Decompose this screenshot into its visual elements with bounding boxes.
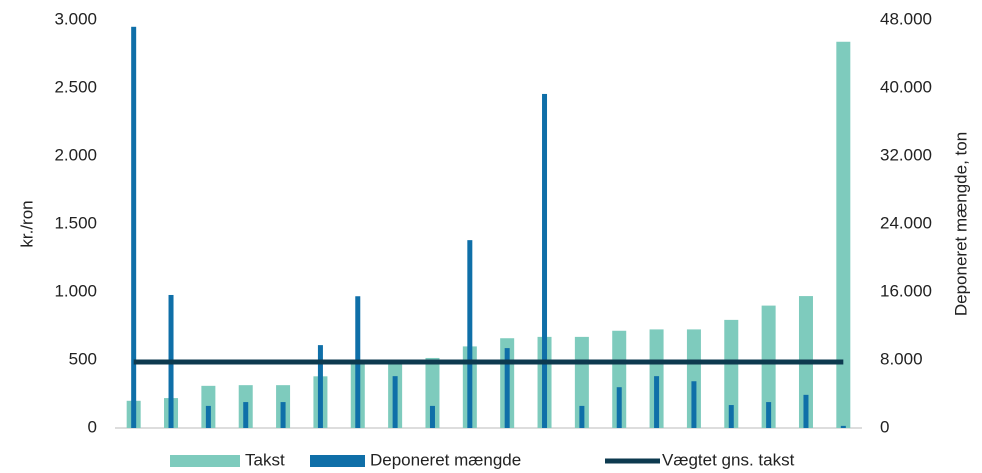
legend-label: Vægtet gns. takst xyxy=(662,450,795,469)
bar xyxy=(691,381,697,428)
y2-axis-label: Deponeret mængde, ton xyxy=(951,132,970,316)
bar xyxy=(467,240,473,428)
legend-swatch xyxy=(310,455,365,467)
bar xyxy=(205,405,211,428)
bar xyxy=(280,402,286,428)
bar xyxy=(425,357,440,428)
bar xyxy=(761,305,776,428)
bar xyxy=(803,394,809,428)
y-tick-label: 1.500 xyxy=(54,213,97,232)
bar xyxy=(686,329,701,428)
y-tick-label: 2.500 xyxy=(54,77,97,96)
y2-tick-label: 8.000 xyxy=(880,349,923,368)
bar xyxy=(429,405,435,428)
bar xyxy=(243,402,249,428)
y-axis-label: kr./ron xyxy=(17,200,36,247)
bar xyxy=(840,425,846,428)
bar xyxy=(612,330,627,428)
y-tick-label: 500 xyxy=(69,349,97,368)
bar xyxy=(728,405,734,428)
y-tick-label: 2.000 xyxy=(54,145,97,164)
bar xyxy=(317,345,323,428)
y2-tick-label: 24.000 xyxy=(880,213,932,232)
y2-tick-label: 32.000 xyxy=(880,145,932,164)
y2-tick-label: 48.000 xyxy=(880,9,932,28)
legend-label: Deponeret mængde xyxy=(370,450,521,469)
bar xyxy=(654,376,660,428)
bar xyxy=(542,93,548,428)
y2-tick-label: 40.000 xyxy=(880,77,932,96)
bar xyxy=(766,402,772,428)
bar xyxy=(131,26,137,429)
y2-tick-label: 0 xyxy=(880,417,889,436)
bar xyxy=(504,348,510,428)
bar xyxy=(836,41,851,428)
legend-swatch xyxy=(170,455,240,467)
bar xyxy=(392,376,398,428)
bar xyxy=(616,387,622,428)
legend-label: Takst xyxy=(245,450,285,469)
y2-tick-label: 16.000 xyxy=(880,281,932,300)
bar xyxy=(579,405,585,428)
bar xyxy=(724,319,739,428)
y-tick-label: 1.000 xyxy=(54,281,97,300)
y-tick-label: 0 xyxy=(88,417,97,436)
y-tick-label: 3.000 xyxy=(54,9,97,28)
